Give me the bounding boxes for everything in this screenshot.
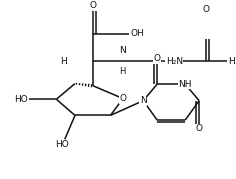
Text: H: H (60, 57, 66, 66)
Text: N: N (119, 46, 126, 55)
Text: O: O (90, 1, 97, 10)
Text: N: N (140, 96, 147, 105)
Text: HO: HO (14, 95, 28, 104)
Text: NH: NH (178, 80, 192, 89)
Text: HO: HO (55, 140, 69, 149)
Text: O: O (196, 125, 203, 134)
Text: OH: OH (131, 29, 144, 38)
Text: O: O (154, 54, 161, 63)
Text: H₂N: H₂N (166, 57, 183, 66)
Text: O: O (119, 94, 126, 103)
Text: H: H (228, 57, 235, 66)
Text: H: H (119, 67, 126, 76)
Text: O: O (203, 5, 210, 14)
